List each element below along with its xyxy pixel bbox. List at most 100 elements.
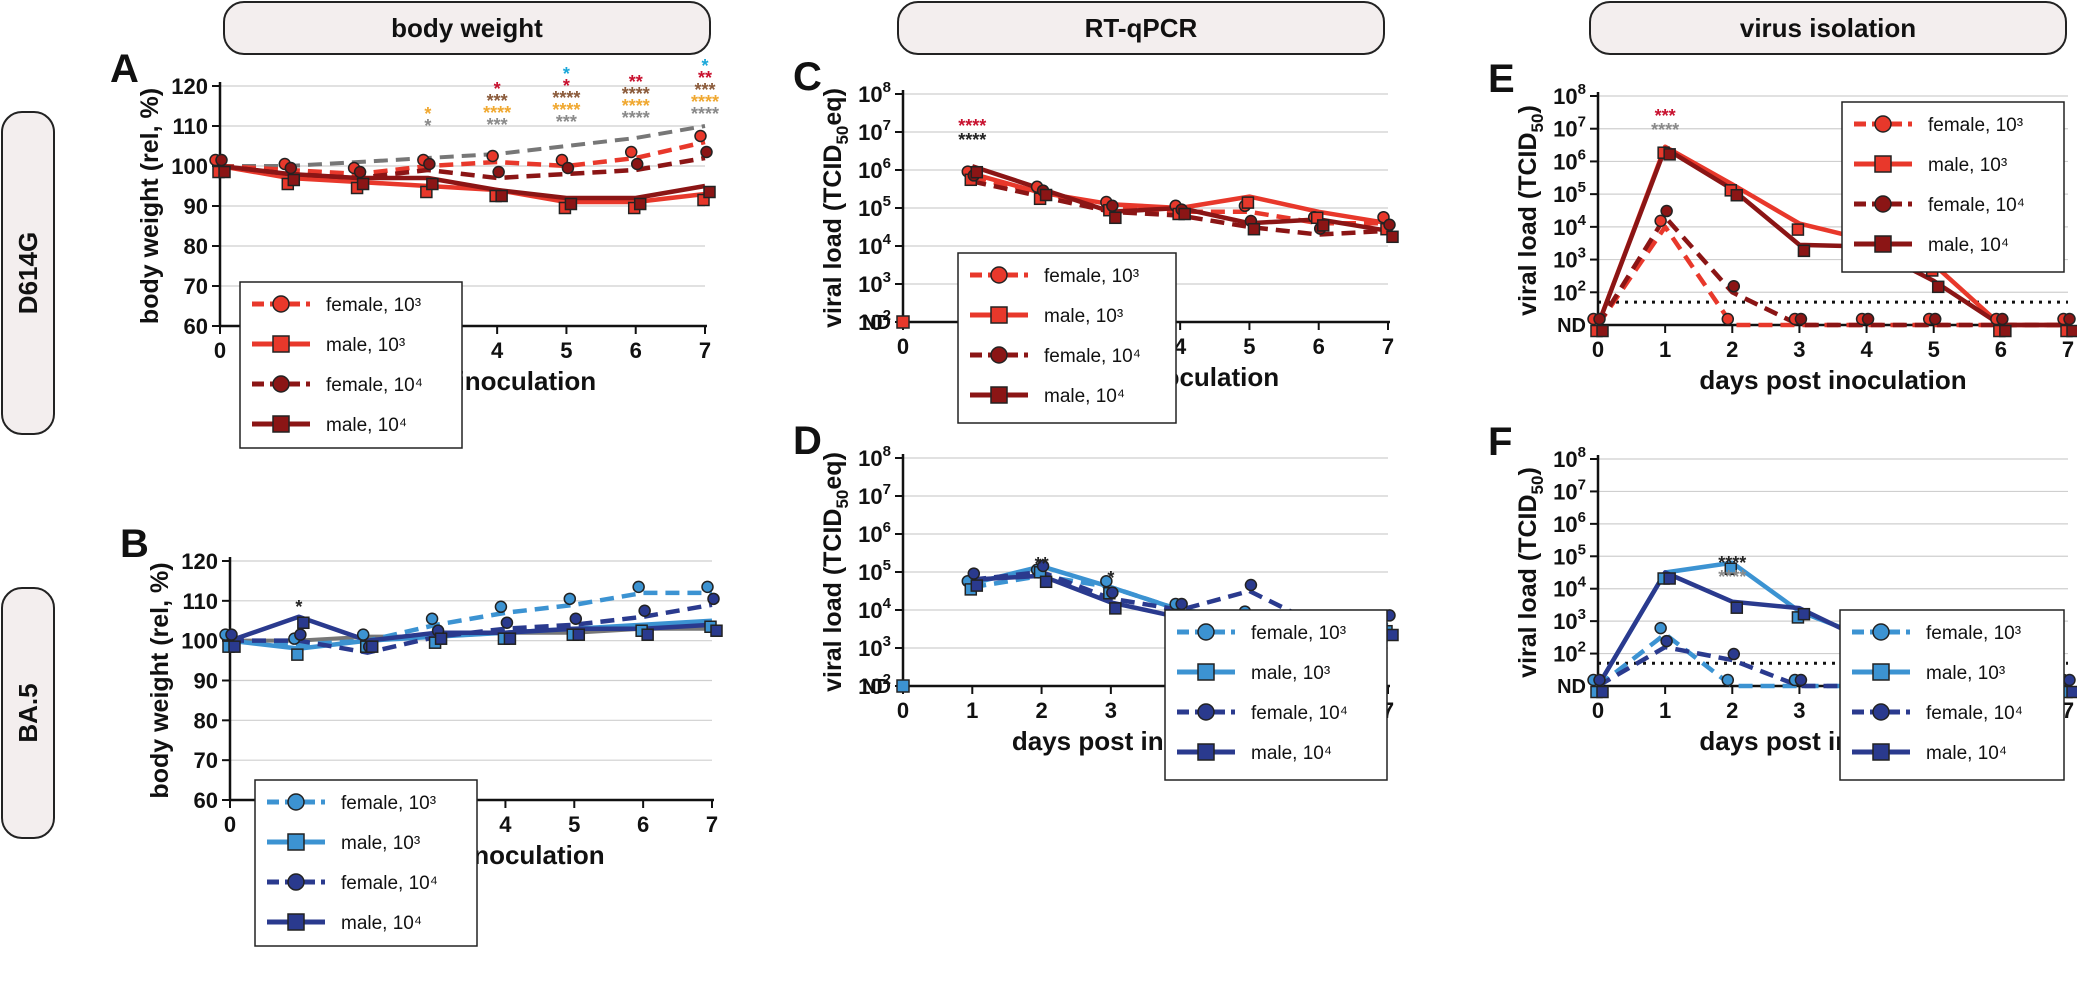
y-axis-title: body weight (rel, %) [136, 88, 164, 324]
legend-marker [272, 415, 290, 433]
data-point [1928, 312, 1942, 326]
x-tick-label: 3 [1793, 698, 1805, 723]
legend-label: male, 10³ [1044, 306, 1123, 327]
data-point [1660, 634, 1673, 648]
significance-mark: * [1107, 568, 1114, 588]
data-point [1660, 204, 1673, 218]
data-point [970, 165, 984, 179]
x-tick-label: 7 [2062, 698, 2074, 723]
y-tick-label: 103 [858, 633, 891, 661]
x-tick-label: 6 [1313, 334, 1325, 359]
data-point [1596, 324, 1609, 338]
header-rt-qpcr: RT-qPCR [1085, 13, 1198, 43]
legend-marker [990, 386, 1008, 404]
data-point [564, 197, 578, 211]
legend: female, 10³ male, 10³ female, 10⁴ male, 10⁴ [1839, 609, 2065, 781]
y-tick-label: 104 [1553, 574, 1586, 602]
y-tick-label: 107 [1553, 114, 1586, 142]
data-point [1241, 196, 1255, 209]
y-axis-title: body weight (rel, %) [146, 562, 174, 798]
x-tick-label: 4 [1174, 334, 1187, 359]
data-point-origin [896, 315, 910, 329]
y-tick-label: 107 [858, 117, 891, 145]
data-point [2066, 324, 2077, 338]
legend-label: female, 10⁴ [1928, 195, 2025, 216]
data-point [1996, 312, 2009, 326]
series-line-1 [219, 139, 706, 177]
header-body-weight: body weight [391, 13, 543, 43]
significance-mark: *** [694, 80, 715, 100]
data-point [632, 580, 645, 594]
header-virus-isolation: virus isolation [1740, 13, 1916, 43]
y-tick-label-nd: ND [1557, 676, 1586, 698]
panel-f: F102103104105106107108ND01234567days pos… [1488, 420, 2077, 781]
legend-label: male, 10³ [1251, 663, 1330, 684]
data-point [1593, 312, 1606, 326]
x-tick-label: 6 [630, 338, 642, 363]
legend-marker [272, 295, 290, 313]
panel-e: E 102 103 104 105 106 107 108 ND 0 1 2 3 4 5 6 7 days pos… [1488, 57, 2077, 395]
data-point [1797, 607, 1811, 621]
y-tick-label: 106 [1553, 146, 1586, 174]
data-point [492, 165, 505, 179]
legend-marker [1197, 663, 1215, 681]
significance-mark: *** [487, 91, 508, 111]
legend-marker [1872, 663, 1890, 681]
data-point [356, 177, 370, 191]
y-tick-label: 102 [858, 307, 891, 335]
legend-marker [1197, 703, 1215, 721]
legend-label: male, 10⁴ [1044, 386, 1125, 407]
x-tick-label: 1 [1659, 337, 1671, 362]
y-tick-label: 104 [858, 595, 891, 623]
y-tick-label: 120 [171, 74, 208, 99]
data-point [495, 189, 508, 203]
legend-marker [990, 266, 1008, 284]
data-point [423, 157, 436, 171]
data-point [569, 612, 583, 625]
data-point [1663, 148, 1676, 161]
y-tick-label: 120 [181, 549, 218, 574]
significance-mark: **** [691, 92, 719, 112]
y-axis-title: viral load (TCID50eq) [819, 452, 852, 692]
legend-label: female, 10³ [341, 793, 436, 814]
x-tick-label: 2 [1726, 337, 1738, 362]
significance-mark: * [563, 64, 570, 84]
legend-label: female, 10⁴ [326, 375, 423, 396]
x-tick-label: 4 [491, 338, 504, 363]
significance-mark: **** [691, 104, 719, 124]
data-point [1724, 562, 1738, 576]
y-tick-label: 100 [181, 629, 218, 654]
legend-label: male, 10³ [326, 335, 405, 356]
significance-mark: **** [552, 88, 580, 108]
data-point [563, 592, 577, 606]
data-point [1316, 219, 1330, 232]
x-tick-label: 1 [966, 698, 978, 723]
significance-mark: ** [629, 72, 643, 92]
data-point-origin [896, 679, 910, 693]
y-tick-label: 107 [1553, 476, 1586, 504]
significance-mark: **** [552, 100, 580, 120]
series-line-4 [1595, 146, 2068, 328]
significance-mark: **** [622, 96, 650, 116]
significance-mark: *** [1655, 106, 1676, 126]
data-point [694, 129, 707, 143]
x-tick-label: 5 [1928, 337, 1940, 362]
data-point [1386, 628, 1399, 642]
data-point [2063, 312, 2076, 326]
significance-mark: **** [958, 116, 986, 136]
legend-label: male, 10³ [1928, 155, 2007, 176]
data-point [703, 185, 716, 199]
significance-mark: * [563, 76, 570, 96]
series-line-2 [219, 163, 706, 205]
panel-letter: D [793, 419, 822, 463]
data-point [701, 580, 714, 594]
data-point [1109, 211, 1122, 225]
data-point [710, 624, 723, 637]
legend-label: female, 10³ [1926, 623, 2021, 644]
x-tick-label: 7 [699, 338, 711, 363]
y-tick-label: 70 [184, 274, 208, 299]
data-point [1593, 673, 1606, 687]
legend-label: male, 10⁴ [1928, 235, 2009, 256]
legend: female, 10³ male, 10³ female, 10⁴ male, 10⁴ [239, 281, 463, 449]
data-point [215, 153, 228, 167]
